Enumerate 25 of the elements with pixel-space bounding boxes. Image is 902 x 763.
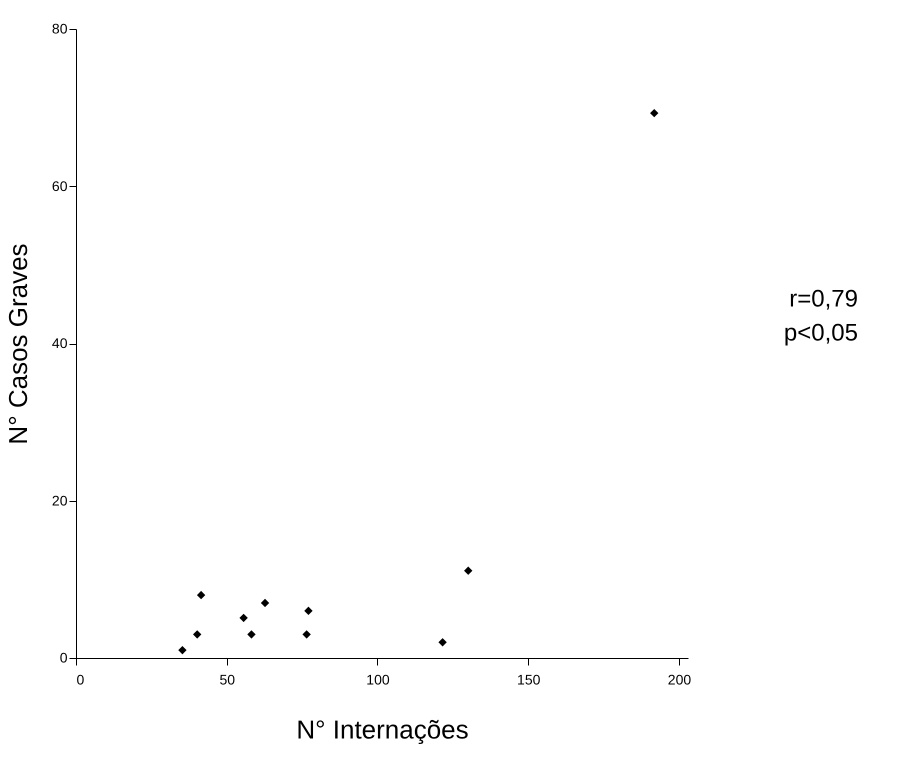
y-tick-label: 0 [60, 650, 68, 666]
point [438, 638, 447, 646]
x-axis-title: N° Internações [296, 714, 469, 744]
x-tick-label: 200 [668, 672, 692, 688]
x-tick-label: 150 [517, 672, 541, 688]
text: p<0,05 [784, 319, 858, 346]
y-axis-title: N° Casos Graves [2, 243, 33, 445]
point [260, 598, 270, 608]
x-tick-label: 100 [366, 672, 390, 688]
y-tick-label: 60 [52, 178, 68, 194]
point [304, 606, 313, 616]
point [193, 630, 202, 639]
y-tick-label: 20 [52, 492, 68, 508]
text: r=0,79 [789, 285, 858, 312]
point [239, 614, 248, 622]
point [247, 630, 256, 639]
y-tick-label: 80 [52, 20, 68, 36]
y-tick-label: 40 [52, 335, 68, 351]
point [196, 590, 206, 600]
point [178, 646, 187, 654]
x-tick-label: 0 [76, 672, 84, 688]
point [302, 630, 311, 639]
point [464, 566, 472, 575]
point [650, 108, 658, 118]
x-tick-label: 50 [219, 672, 236, 688]
